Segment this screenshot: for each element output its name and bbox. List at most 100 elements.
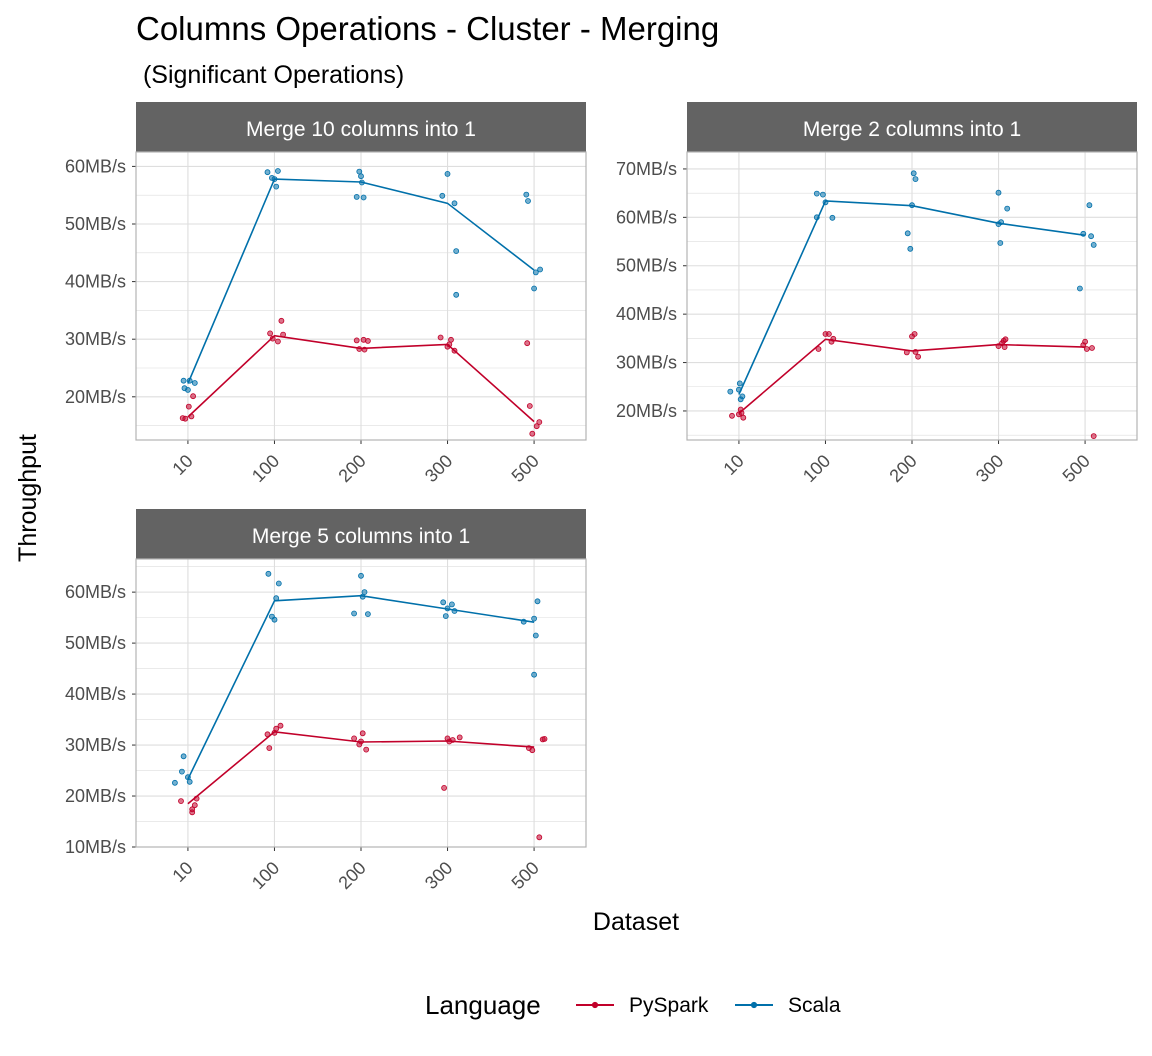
facet-strip-label: Merge 10 columns into 1	[246, 118, 476, 141]
facet-strip	[136, 102, 586, 152]
data-point-pyspark	[1002, 336, 1009, 343]
data-point-scala	[995, 189, 1002, 196]
x-tick-label: 100	[248, 858, 283, 893]
data-point-pyspark	[526, 403, 533, 409]
data-point-pyspark	[356, 741, 363, 748]
x-tick-label: 500	[1059, 451, 1094, 486]
data-point-pyspark	[451, 347, 458, 354]
data-point-scala	[736, 380, 743, 387]
data-point-scala	[520, 618, 527, 625]
data-point-pyspark	[1090, 433, 1097, 440]
data-point-pyspark	[456, 734, 463, 741]
data-point-pyspark	[182, 415, 189, 422]
y-tick-label: 40MB/s	[65, 684, 126, 704]
data-point-pyspark	[191, 802, 198, 809]
data-point-pyspark	[360, 336, 367, 343]
legend-title: Language	[425, 990, 541, 1020]
panel-border	[135, 558, 587, 848]
data-point-scala	[904, 230, 911, 237]
data-point-scala	[180, 377, 187, 384]
panel-border	[135, 151, 587, 441]
data-point-scala	[186, 377, 193, 384]
data-point-scala	[358, 173, 364, 180]
data-point-pyspark	[437, 334, 444, 341]
data-point-pyspark	[361, 346, 368, 353]
data-point-pyspark	[903, 349, 910, 356]
x-tick-label: 500	[508, 858, 543, 893]
data-point-scala	[523, 191, 530, 198]
facet-strip	[687, 102, 1137, 152]
data-point-pyspark	[541, 736, 548, 742]
y-tick-label: 20MB/s	[65, 786, 126, 806]
data-point-pyspark	[729, 412, 735, 419]
data-point-scala	[736, 386, 742, 393]
panel-border	[686, 151, 1138, 441]
data-point-pyspark	[737, 406, 744, 413]
data-point-scala	[1086, 202, 1093, 209]
x-tick-label: 200	[334, 858, 369, 893]
y-tick-label: 30MB/s	[65, 329, 126, 349]
data-point-pyspark	[915, 353, 921, 360]
x-tick-label: 500	[508, 451, 543, 486]
x-tick-label: 10	[168, 451, 196, 479]
legend-key-scala-dot	[750, 1001, 758, 1009]
facet-panel-2: Merge 2 columns into 1 20MB/s 30MB/s 40MB/s…	[616, 102, 1138, 486]
data-point-pyspark	[363, 746, 370, 753]
facet-strip-label: Merge 5 columns into 1	[252, 525, 470, 548]
y-tick-label: 50MB/s	[65, 214, 126, 234]
data-point-pyspark	[444, 343, 451, 350]
x-tick-label: 300	[421, 858, 456, 893]
x-tick-label: 100	[799, 451, 834, 486]
legend-key-pyspark-dot	[591, 1001, 599, 1009]
data-point-scala	[727, 388, 734, 395]
data-point-scala	[440, 599, 447, 606]
y-tick-label: 20MB/s	[65, 387, 126, 407]
data-point-pyspark	[529, 430, 536, 437]
y-tick-label: 40MB/s	[616, 304, 677, 324]
data-point-pyspark	[529, 747, 536, 754]
data-point-pyspark	[266, 745, 273, 751]
data-point-scala	[1088, 233, 1094, 240]
data-point-scala	[531, 671, 537, 678]
y-tick-label: 60MB/s	[616, 207, 677, 227]
x-axis-title: Dataset	[593, 908, 679, 936]
x-tick-label: 200	[334, 451, 369, 486]
data-point-pyspark	[188, 413, 195, 420]
data-point-pyspark	[815, 346, 822, 352]
data-point-scala	[448, 601, 455, 608]
data-point-scala	[271, 616, 278, 623]
data-point-scala	[264, 169, 271, 176]
data-point-pyspark	[830, 335, 837, 342]
data-point-pyspark	[267, 330, 274, 337]
data-point-scala	[273, 183, 280, 190]
data-point-pyspark	[736, 411, 742, 418]
data-point-pyspark	[536, 419, 543, 426]
data-point-scala	[180, 753, 187, 760]
data-point-scala	[359, 593, 366, 600]
facet-panel-3: Merge 5 columns into 1 10MB/s 20MB/s 30MB/s…	[65, 509, 587, 893]
data-point-scala	[358, 179, 365, 186]
data-point-scala	[274, 168, 281, 174]
y-tick-label: 10MB/s	[65, 837, 126, 857]
x-tick-label: 300	[421, 451, 456, 486]
data-point-pyspark	[448, 336, 454, 343]
y-axis-title: Throughput	[14, 434, 42, 562]
chart-subtitle: (Significant Operations)	[136, 61, 404, 89]
data-point-pyspark	[1001, 344, 1008, 351]
data-point-scala	[191, 380, 198, 386]
data-point-scala	[353, 193, 360, 200]
data-point-scala	[820, 191, 826, 198]
data-point-scala	[1004, 205, 1011, 212]
facet-strip-label: Merge 2 columns into 1	[803, 118, 1021, 141]
data-point-pyspark	[185, 403, 192, 410]
y-tick-label: 60MB/s	[65, 156, 126, 176]
data-point-scala	[813, 214, 820, 221]
y-tick-label: 30MB/s	[616, 353, 677, 373]
data-point-scala	[525, 198, 531, 204]
y-tick-label: 50MB/s	[616, 256, 677, 276]
x-tick-label: 10	[719, 451, 747, 479]
data-point-pyspark	[274, 338, 281, 345]
data-point-pyspark	[193, 795, 200, 802]
data-point-scala	[364, 611, 371, 617]
data-point-scala	[829, 214, 836, 221]
